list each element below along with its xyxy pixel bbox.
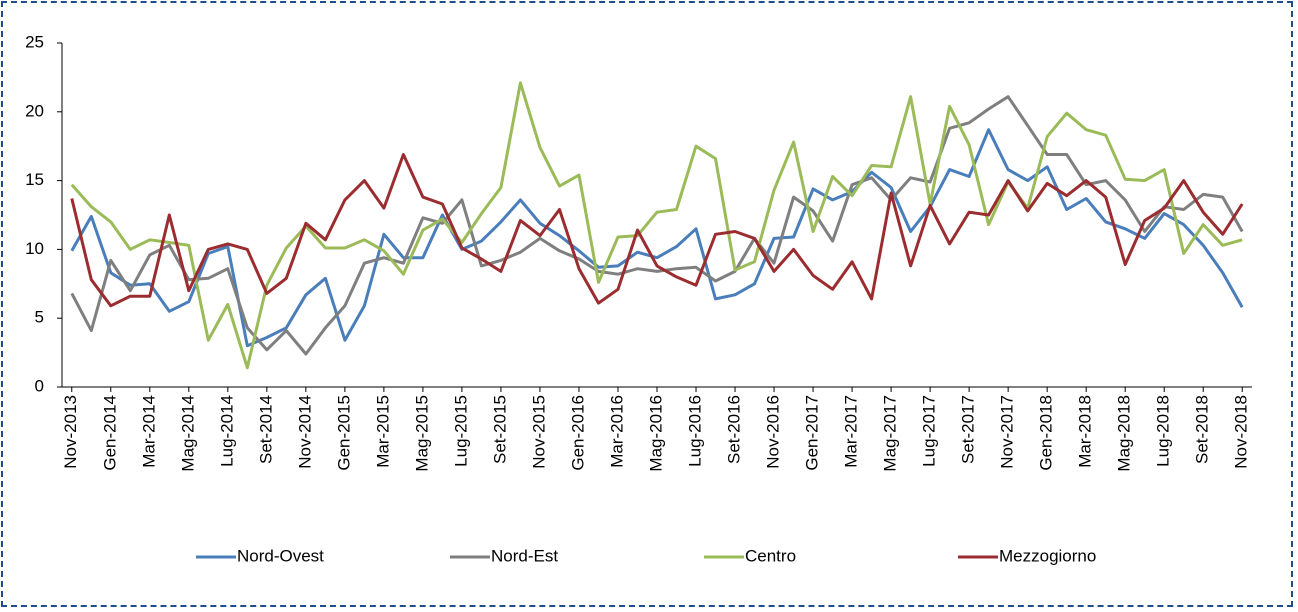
x-tick-label: Mag-2015 xyxy=(412,395,431,472)
x-tick-label: Nov-2017 xyxy=(998,395,1017,469)
x-tick-label: Mar-2015 xyxy=(373,395,392,468)
x-tick-label: Gen-2014 xyxy=(100,395,119,471)
x-tick-label: Mag-2016 xyxy=(646,395,665,472)
x-tick-label: Nov-2015 xyxy=(529,395,548,469)
x-tick-label: Nov-2014 xyxy=(295,395,314,469)
x-tick-label: Mar-2017 xyxy=(842,395,861,468)
x-tick-label: Nov-2018 xyxy=(1232,395,1251,469)
x-tick-label: Set-2016 xyxy=(725,395,744,464)
x-tick-label: Mar-2016 xyxy=(607,395,626,468)
series-line xyxy=(70,95,1244,356)
y-tick-label: 25 xyxy=(25,32,44,51)
legend-label: Nord-Est xyxy=(491,546,558,565)
x-tick-label: Lug-2016 xyxy=(686,395,705,467)
x-tick-label: Lug-2015 xyxy=(451,395,470,467)
x-tick-label: Gen-2016 xyxy=(568,395,587,471)
x-tick-label: Mag-2014 xyxy=(178,395,197,472)
series-line xyxy=(70,128,1244,348)
y-tick-label: 10 xyxy=(25,239,44,258)
series-line xyxy=(70,81,1243,370)
x-tick-label: Lug-2014 xyxy=(217,395,236,467)
x-tick-label: Nov-2016 xyxy=(764,395,783,469)
y-tick-label: 20 xyxy=(25,101,44,120)
x-tick-label: Gen-2015 xyxy=(334,395,353,471)
legend-label: Centro xyxy=(745,546,796,565)
x-tick-label: Lug-2018 xyxy=(1154,395,1173,467)
y-tick-label: 5 xyxy=(35,308,44,327)
x-tick-label: Lug-2017 xyxy=(920,395,939,467)
x-tick-label: Gen-2018 xyxy=(1037,395,1056,471)
x-tick-label: Nov-2013 xyxy=(61,395,80,469)
legend-label: Mezzogiorno xyxy=(999,546,1096,565)
x-tick-label: Set-2015 xyxy=(490,395,509,464)
x-tick-label: Gen-2017 xyxy=(803,395,822,471)
x-tick-label: Mag-2017 xyxy=(881,395,900,472)
x-tick-label: Set-2017 xyxy=(959,395,978,464)
y-tick-label: 15 xyxy=(25,170,44,189)
y-tick-label: 0 xyxy=(35,376,44,395)
series-line xyxy=(70,153,1244,308)
x-tick-label: Set-2014 xyxy=(256,395,275,464)
x-tick-label: Mag-2018 xyxy=(1115,395,1134,472)
x-tick-label: Set-2018 xyxy=(1193,395,1212,464)
x-tick-label: Mar-2018 xyxy=(1076,395,1095,468)
x-tick-label: Mar-2014 xyxy=(139,395,158,468)
legend-label: Nord-Ovest xyxy=(237,546,324,565)
